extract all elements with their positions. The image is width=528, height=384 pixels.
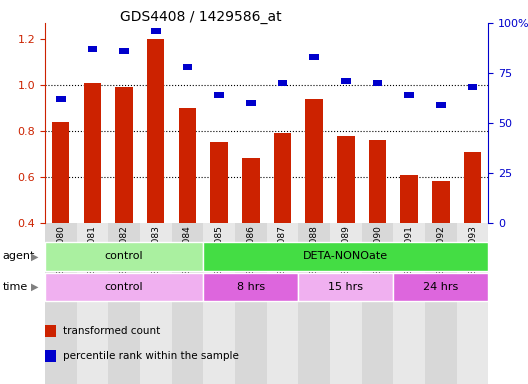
Text: ▶: ▶ — [31, 251, 38, 262]
Bar — [178, 108, 196, 223]
Bar — [119, 48, 129, 54]
Bar — [246, 100, 256, 106]
Bar — [436, 102, 446, 108]
Bar — [400, 174, 418, 223]
Bar — [457, 223, 488, 384]
Bar — [298, 223, 330, 384]
Bar — [432, 181, 450, 223]
Text: GDS4408 / 1429586_at: GDS4408 / 1429586_at — [120, 10, 281, 23]
Bar — [88, 46, 97, 52]
Bar — [425, 223, 457, 384]
Bar — [309, 54, 319, 60]
Bar — [140, 223, 172, 384]
Bar — [330, 223, 362, 384]
Bar — [393, 273, 488, 301]
Bar — [203, 242, 488, 271]
Bar — [45, 223, 77, 384]
Text: 15 hrs: 15 hrs — [328, 282, 363, 292]
Bar — [45, 273, 203, 301]
Bar — [172, 223, 203, 384]
Text: DETA-NONOate: DETA-NONOate — [303, 251, 389, 262]
Bar — [341, 78, 351, 84]
Bar — [151, 28, 161, 34]
Text: transformed count: transformed count — [63, 326, 160, 336]
Bar — [115, 87, 133, 223]
Bar — [464, 152, 482, 223]
Bar — [203, 273, 298, 301]
Bar — [45, 325, 56, 337]
Bar — [468, 84, 477, 90]
Bar — [183, 64, 192, 70]
Bar — [267, 223, 298, 384]
Bar — [369, 140, 386, 223]
Bar — [298, 273, 393, 301]
Bar — [56, 96, 65, 102]
Bar — [373, 80, 382, 86]
Bar — [242, 159, 260, 223]
Text: 24 hrs: 24 hrs — [423, 282, 458, 292]
Bar — [404, 92, 414, 98]
Bar — [147, 39, 165, 223]
Text: control: control — [105, 282, 144, 292]
Bar — [83, 83, 101, 223]
Text: time: time — [3, 282, 28, 292]
Bar — [108, 223, 140, 384]
Bar — [274, 133, 291, 223]
Text: agent: agent — [3, 251, 35, 262]
Bar — [362, 223, 393, 384]
Bar — [45, 242, 203, 271]
Bar — [337, 136, 355, 223]
Text: control: control — [105, 251, 144, 262]
Bar — [278, 80, 287, 86]
Bar — [77, 223, 108, 384]
Bar — [45, 350, 56, 362]
Bar — [393, 223, 425, 384]
Bar — [235, 223, 267, 384]
Text: 8 hrs: 8 hrs — [237, 282, 265, 292]
Bar — [210, 142, 228, 223]
Text: percentile rank within the sample: percentile rank within the sample — [63, 351, 239, 361]
Bar — [52, 122, 69, 223]
Bar — [203, 223, 235, 384]
Text: ▶: ▶ — [31, 282, 38, 292]
Bar — [214, 92, 224, 98]
Bar — [305, 99, 323, 223]
